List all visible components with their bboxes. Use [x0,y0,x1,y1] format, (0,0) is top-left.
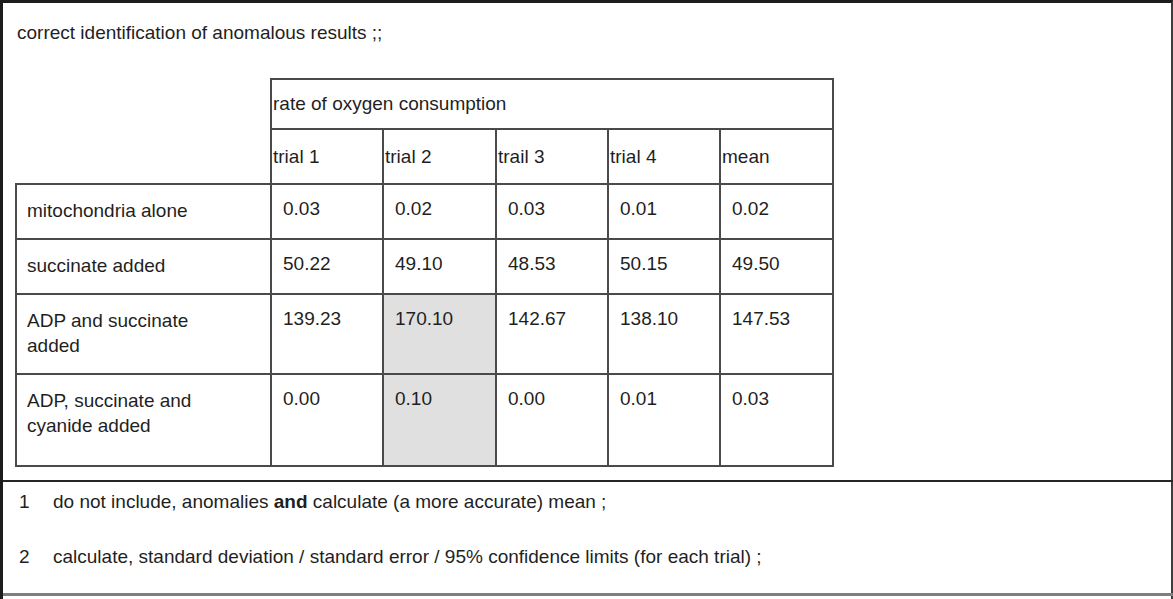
row-label-cell: succinate added [16,239,271,294]
col-header-trial2: trial 2 [383,129,496,184]
value-cell: 48.53 [496,239,608,294]
table-title-row: rate of oxygen consumption [16,79,833,129]
col-header-trial4: trial 4 [608,129,720,184]
table-row: succinate added 50.22 49.10 48.53 50.15 … [16,239,833,294]
note-text-segment: calculate (a more accurate) mean ; [308,491,607,512]
note-number: 1 [19,490,53,514]
note-text-bold-segment: and [274,491,308,512]
note-text: do not include, anomalies and calculate … [53,490,606,514]
results-table: rate of oxygen consumption trial 1 trial… [15,78,834,467]
value-cell: 0.02 [720,184,833,239]
row-label-cell: ADP, succinate and cyanide added [16,374,271,466]
value-cell: 50.22 [271,239,383,294]
ghost-cell [16,79,271,129]
intro-text: correct identification of anomalous resu… [17,21,382,45]
value-cell: 0.03 [720,374,833,466]
table-row: ADP and succinate added 139.23 170.10 14… [16,294,833,374]
value-cell: 0.00 [271,374,383,466]
col-header-trail3: trail 3 [496,129,608,184]
table-row: ADP, succinate and cyanide added 0.00 0.… [16,374,833,466]
marking-notes: 1 do not include, anomalies and calculat… [19,490,1119,599]
note-text-segment: do not include, anomalies [53,491,274,512]
note-number: 2 [19,545,53,569]
value-cell: 0.03 [496,184,608,239]
value-cell: 0.00 [496,374,608,466]
col-header-mean: mean [720,129,833,184]
note-text-segment: calculate, standard deviation / standard… [53,546,762,567]
value-cell: 0.02 [383,184,496,239]
bottom-rule-line [3,593,1173,596]
value-cell: 0.01 [608,184,720,239]
note-item: 1 do not include, anomalies and calculat… [19,490,1119,514]
col-header-trial1: trial 1 [271,129,383,184]
table-title-cell: rate of oxygen consumption [271,79,833,129]
column-header-row: trial 1 trial 2 trail 3 trial 4 mean [16,129,833,184]
value-cell: 0.01 [608,374,720,466]
section-divider-line [3,480,1173,482]
value-cell-highlighted: 170.10 [383,294,496,374]
value-cell-highlighted: 0.10 [383,374,496,466]
table-row: mitochondria alone 0.03 0.02 0.03 0.01 0… [16,184,833,239]
note-text: calculate, standard deviation / standard… [53,545,762,569]
ghost-cell [16,129,271,184]
mark-scheme-panel: correct identification of anomalous resu… [0,0,1173,599]
value-cell: 139.23 [271,294,383,374]
value-cell: 49.10 [383,239,496,294]
value-cell: 50.15 [608,239,720,294]
row-label-cell: mitochondria alone [16,184,271,239]
value-cell: 0.03 [271,184,383,239]
value-cell: 147.53 [720,294,833,374]
value-cell: 138.10 [608,294,720,374]
value-cell: 49.50 [720,239,833,294]
note-item: 2 calculate, standard deviation / standa… [19,545,1119,569]
row-label-cell: ADP and succinate added [16,294,271,374]
value-cell: 142.67 [496,294,608,374]
